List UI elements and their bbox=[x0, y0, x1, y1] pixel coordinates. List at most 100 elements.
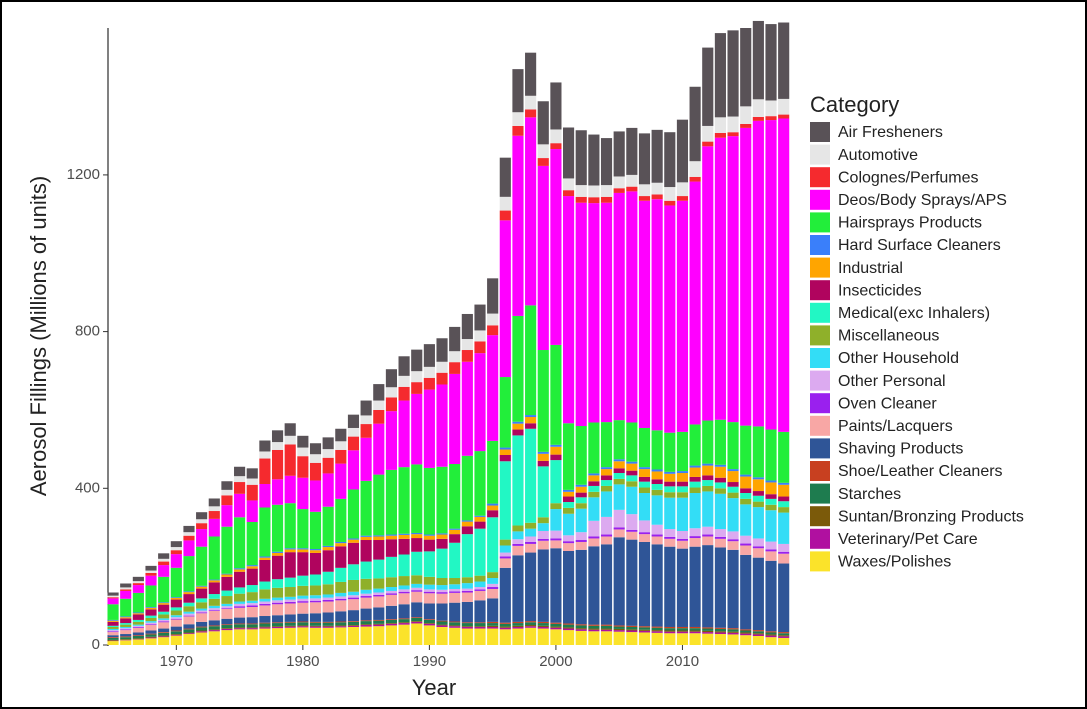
bar-segment bbox=[259, 622, 271, 624]
bar-segment bbox=[107, 639, 119, 641]
bar-segment bbox=[778, 484, 790, 497]
bar-segment bbox=[196, 627, 208, 631]
bar-segment bbox=[626, 539, 638, 626]
bar-segment bbox=[183, 602, 195, 607]
bar-segment bbox=[183, 540, 195, 557]
bar-segment bbox=[120, 626, 132, 629]
bar-segment bbox=[752, 548, 764, 558]
bar-segment bbox=[120, 618, 132, 624]
bar-segment bbox=[740, 425, 752, 475]
legend-label: Insecticides bbox=[838, 282, 922, 299]
bar-segment bbox=[284, 549, 296, 553]
bar-segment bbox=[651, 483, 663, 490]
bar-segment bbox=[120, 634, 132, 637]
bar-segment bbox=[322, 571, 334, 585]
bar-segment bbox=[727, 628, 739, 630]
bar-segment bbox=[221, 573, 233, 575]
bar-segment bbox=[512, 621, 524, 624]
bar-segment bbox=[271, 628, 284, 645]
bar-segment bbox=[183, 591, 195, 593]
bar-segment bbox=[398, 356, 410, 376]
bar-segment bbox=[132, 614, 144, 620]
bar-segment bbox=[676, 630, 689, 632]
bar-segment bbox=[765, 498, 777, 505]
bar-segment bbox=[600, 485, 613, 492]
bar-segment bbox=[765, 510, 777, 542]
bar-segment bbox=[499, 552, 511, 557]
bar-segment bbox=[411, 382, 423, 394]
bar-segment bbox=[196, 586, 208, 589]
bar-segment bbox=[436, 384, 448, 467]
bar-segment bbox=[499, 556, 511, 559]
bar-segment bbox=[436, 603, 448, 621]
bar-segment bbox=[449, 622, 461, 626]
bar-segment bbox=[487, 440, 499, 504]
bar-segment bbox=[196, 631, 208, 633]
bar-segment bbox=[246, 566, 258, 569]
bar-segment bbox=[259, 458, 271, 484]
legend-label: Deos/Body Sprays/APS bbox=[838, 192, 1007, 209]
bar-segment bbox=[537, 158, 549, 166]
bar-segment bbox=[461, 313, 473, 340]
bar-segment bbox=[499, 558, 511, 568]
bar-segment bbox=[259, 581, 271, 590]
bar-segment bbox=[449, 351, 461, 363]
bar-segment bbox=[335, 611, 347, 622]
bar-segment bbox=[322, 473, 334, 507]
bar-segment bbox=[740, 488, 752, 494]
bar-segment bbox=[208, 630, 220, 632]
bar-segment bbox=[714, 132, 726, 138]
bar-segment bbox=[322, 457, 334, 474]
bar-segment bbox=[297, 575, 309, 586]
bar-segment bbox=[474, 451, 486, 516]
bar-segment bbox=[309, 625, 322, 627]
legend-label: Paints/Lacquers bbox=[838, 418, 953, 435]
bar-segment bbox=[347, 621, 360, 626]
bar-segment bbox=[550, 629, 562, 645]
bar-segment bbox=[398, 619, 410, 623]
legend-label: Medical(exc Inhalers) bbox=[838, 305, 990, 322]
bar-segment bbox=[537, 517, 549, 524]
bar-segment bbox=[487, 583, 499, 588]
bar-segment bbox=[563, 543, 575, 551]
bar-segment bbox=[436, 534, 448, 539]
bar-segment bbox=[474, 623, 486, 627]
bar-segment bbox=[183, 624, 195, 629]
bar-segment bbox=[322, 621, 334, 623]
bar-segment bbox=[132, 638, 144, 640]
bar-segment bbox=[778, 633, 790, 636]
bar-segment bbox=[221, 608, 233, 619]
bar-segment bbox=[550, 538, 562, 541]
bar-segment bbox=[689, 467, 701, 477]
bar-segment bbox=[474, 600, 486, 623]
legend-key bbox=[810, 461, 830, 481]
bar-segment bbox=[613, 459, 625, 462]
bar-segment bbox=[512, 543, 524, 546]
bar-segment bbox=[385, 397, 397, 412]
bar-segment bbox=[309, 511, 322, 550]
bar-segment bbox=[234, 476, 246, 483]
bar-segment bbox=[778, 118, 790, 432]
bar-segment bbox=[208, 498, 220, 507]
bar-segment bbox=[411, 617, 423, 618]
legend-key bbox=[810, 370, 830, 391]
bar-segment bbox=[702, 632, 714, 634]
bar-segment bbox=[120, 624, 132, 627]
bar-segment bbox=[183, 634, 195, 645]
bar-segment bbox=[727, 492, 739, 499]
bar-segment bbox=[664, 486, 676, 493]
bar-segment bbox=[676, 548, 689, 627]
bar-segment bbox=[284, 627, 296, 645]
bar-segment bbox=[626, 186, 638, 192]
bar-segment bbox=[259, 589, 271, 599]
bar-segment bbox=[170, 634, 182, 635]
bar-segment bbox=[170, 541, 182, 548]
bar-segment bbox=[689, 630, 701, 632]
bar-segment bbox=[373, 596, 385, 608]
bar-segment bbox=[600, 422, 613, 468]
bar-segment bbox=[765, 429, 777, 481]
bar-segment bbox=[575, 630, 587, 645]
bar-segment bbox=[145, 585, 157, 608]
bar-segment bbox=[727, 132, 739, 137]
bar-segment bbox=[297, 548, 309, 550]
